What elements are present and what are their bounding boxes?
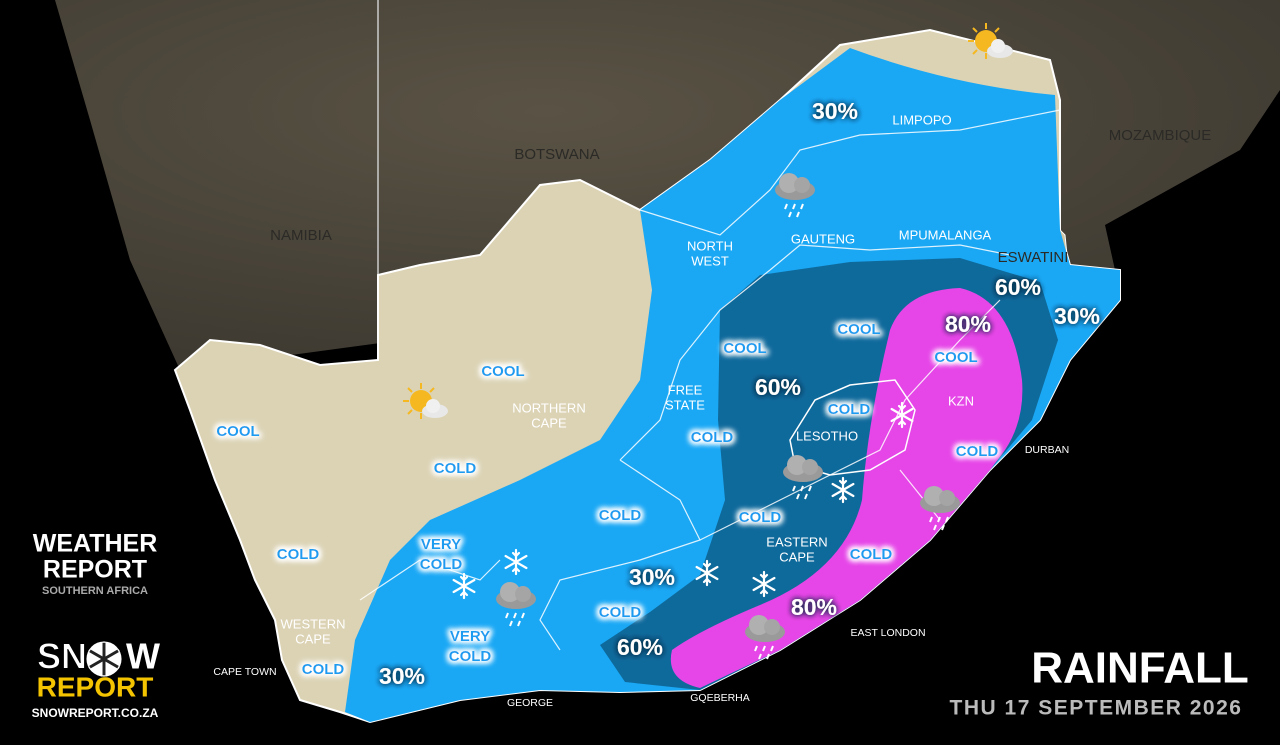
- temperature-label: COOL: [837, 321, 880, 338]
- rain-chance-label: 80%: [791, 594, 837, 620]
- province-borders: [359, 109, 1061, 651]
- rain-chance-label: 60%: [755, 374, 801, 400]
- logo-tagline: SOUTHERN AFRICA: [42, 585, 148, 597]
- temperature-label: COLD: [434, 460, 477, 477]
- country-label: MOZAMBIQUE: [1109, 127, 1212, 144]
- rain-chance-label: 30%: [812, 98, 858, 124]
- map-date: THU 17 SEPTEMBER 2026: [950, 697, 1243, 720]
- logo-text: REPORT: [43, 556, 147, 584]
- labels: NAMIBIA BOTSWANA MOZAMBIQUE ESWATINI LESOTHO…: [213, 98, 1211, 709]
- country-label: ESWATINI: [998, 249, 1069, 266]
- rain-zone-80: [670, 288, 1023, 688]
- logo-text: SN: [37, 636, 87, 677]
- country-label: LESOTHO: [796, 428, 858, 443]
- temperature-label: COOL: [723, 340, 766, 357]
- province-label: FREE: [668, 382, 703, 397]
- logo-snowflake: [86, 641, 122, 677]
- rain-chance-label: 30%: [629, 564, 675, 590]
- province-label: NORTHERN: [512, 400, 585, 415]
- province-label: MPUMALANGA: [899, 227, 992, 242]
- province-label: NORTH: [687, 238, 733, 253]
- province-label: GAUTENG: [791, 231, 855, 246]
- rain-chance-label: 30%: [379, 663, 425, 689]
- temperature-label: VERY: [450, 628, 490, 645]
- province-label: CAPE: [295, 631, 331, 646]
- province-label: CAPE: [531, 415, 567, 430]
- country-label: BOTSWANA: [514, 146, 599, 163]
- province-label: CAPE: [779, 549, 815, 564]
- logo-text: WEATHER: [33, 530, 158, 558]
- weather-report-logo: WEATHER REPORT SOUTHERN AFRICA: [33, 530, 158, 597]
- city-label: DURBAN: [1025, 444, 1069, 456]
- temperature-label: COLD: [828, 401, 871, 418]
- temperature-label: COLD: [850, 546, 893, 563]
- temperature-label: COLD: [302, 661, 345, 678]
- temperature-label: COLD: [599, 507, 642, 524]
- city-label: GQEBERHA: [690, 692, 750, 704]
- city-label: EAST LONDON: [850, 627, 925, 639]
- temperature-label: COLD: [420, 556, 463, 573]
- temperature-label: COLD: [449, 648, 492, 665]
- temperature-label: COOL: [481, 363, 524, 380]
- province-label: WESTERN: [281, 616, 346, 631]
- province-label: STATE: [665, 397, 705, 412]
- rain-chance-label: 30%: [1054, 303, 1100, 329]
- province-label: WEST: [691, 253, 729, 268]
- country-label: NAMIBIA: [270, 227, 332, 244]
- rain-chance-label: 80%: [945, 311, 991, 337]
- temperature-label: COLD: [599, 604, 642, 621]
- temperature-label: COLD: [739, 509, 782, 526]
- logo-text: REPORT: [37, 671, 154, 702]
- temperature-label: COOL: [934, 349, 977, 366]
- temperature-label: VERY: [421, 536, 461, 553]
- city-label: GEORGE: [507, 697, 553, 709]
- city-label: CAPE TOWN: [213, 666, 276, 678]
- province-label: KZN: [948, 393, 974, 408]
- temperature-label: COOL: [216, 423, 259, 440]
- province-label: EASTERN: [766, 534, 827, 549]
- rain-chance-label: 60%: [995, 274, 1041, 300]
- temperature-label: COLD: [691, 429, 734, 446]
- province-label: LIMPOPO: [892, 112, 951, 127]
- map-title: RAINFALL: [1031, 644, 1249, 693]
- logo-url: SNOWREPORT.CO.ZA: [32, 706, 159, 720]
- temperature-label: COLD: [277, 546, 320, 563]
- rain-chance-label: 60%: [617, 634, 663, 660]
- logo-text: W: [126, 636, 160, 677]
- snow-report-logo: SN W REPORT SNOWREPORT.CO.ZA: [32, 635, 160, 720]
- temperature-label: COLD: [956, 443, 999, 460]
